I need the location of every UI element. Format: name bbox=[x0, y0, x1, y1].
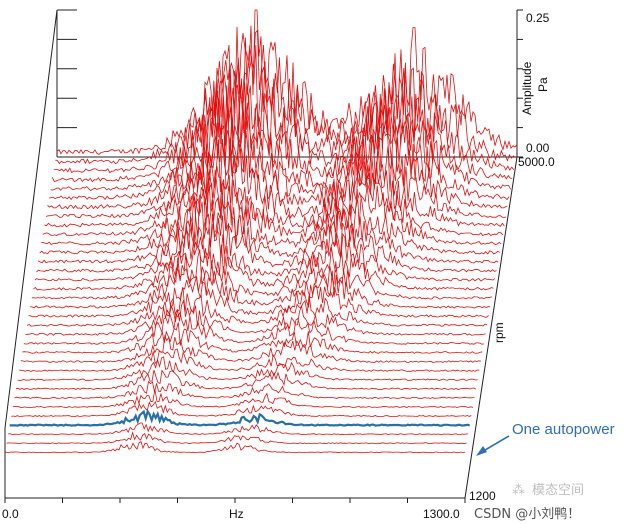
autopower-trace bbox=[20, 334, 481, 363]
highlighted-autopower-trace bbox=[9, 408, 471, 427]
autopower-trace bbox=[23, 311, 484, 345]
x-tick-label-min: 0.0 bbox=[2, 507, 19, 521]
watermark-source: CSDN @小刘鸭！ bbox=[474, 507, 580, 522]
autopower-trace bbox=[19, 348, 480, 372]
autopower-trace bbox=[33, 237, 494, 291]
left-diagonal-edge bbox=[4, 9, 58, 429]
rpm-axis-line bbox=[464, 156, 518, 499]
autopower-trace bbox=[26, 288, 488, 327]
autopower-trace bbox=[41, 168, 502, 246]
autopower-trace bbox=[12, 389, 474, 408]
autopower-trace bbox=[17, 356, 478, 381]
autopower-trace bbox=[14, 380, 475, 399]
autopower-trace bbox=[49, 96, 510, 201]
x-axis-title: Hz bbox=[229, 507, 244, 521]
y-tick-label-max: 0.25 bbox=[526, 11, 550, 25]
annotation-layer: One autopower bbox=[476, 421, 615, 456]
autopower-trace bbox=[31, 249, 492, 300]
autopower-trace bbox=[47, 106, 508, 210]
autopower-trace bbox=[36, 213, 497, 273]
watermark: ⁂ 模态空间 CSDN @小刘鸭！ bbox=[474, 483, 584, 522]
autopower-trace bbox=[22, 322, 483, 354]
z-tick-label-max: 5000.0 bbox=[518, 155, 555, 169]
autopower-trace bbox=[56, 9, 518, 155]
autopower-trace bbox=[15, 369, 477, 390]
x-tick-label-max: 1300.0 bbox=[423, 507, 460, 521]
autopower-trace bbox=[6, 431, 467, 445]
y-axis-title-line2: Pa bbox=[536, 77, 550, 92]
autopower-trace bbox=[50, 82, 512, 192]
z-axis-title: rpm bbox=[492, 322, 506, 343]
autopower-trace bbox=[28, 276, 489, 318]
autopower-trace bbox=[45, 124, 507, 219]
autopower-trace bbox=[34, 224, 496, 282]
axis-labels: 0.25 0.00 Amplitude Pa 5000.0 rpm 1200 0… bbox=[2, 11, 555, 521]
autopower-trace bbox=[4, 440, 466, 454]
watermark-icon: ⁂ bbox=[512, 483, 525, 498]
autopower-trace bbox=[8, 422, 469, 436]
z-tick-label-min: 1200 bbox=[469, 489, 496, 503]
autopower-trace bbox=[30, 265, 491, 309]
annotation-arrowhead bbox=[476, 446, 487, 456]
autopower-trace bbox=[51, 57, 513, 183]
watermark-brand: 模态空间 bbox=[532, 483, 584, 498]
autopower-trace bbox=[53, 45, 515, 174]
autopower-trace bbox=[42, 166, 504, 237]
y-axis-title-line1: Amplitude bbox=[520, 61, 534, 115]
waterfall-traces bbox=[4, 9, 518, 454]
autopower-trace bbox=[25, 299, 486, 336]
annotation-text: One autopower bbox=[512, 421, 615, 438]
autopower-trace bbox=[11, 400, 472, 418]
autopower-trace bbox=[37, 195, 499, 264]
autopower-trace bbox=[39, 179, 500, 255]
y-tick-label-min: 0.00 bbox=[526, 141, 550, 155]
